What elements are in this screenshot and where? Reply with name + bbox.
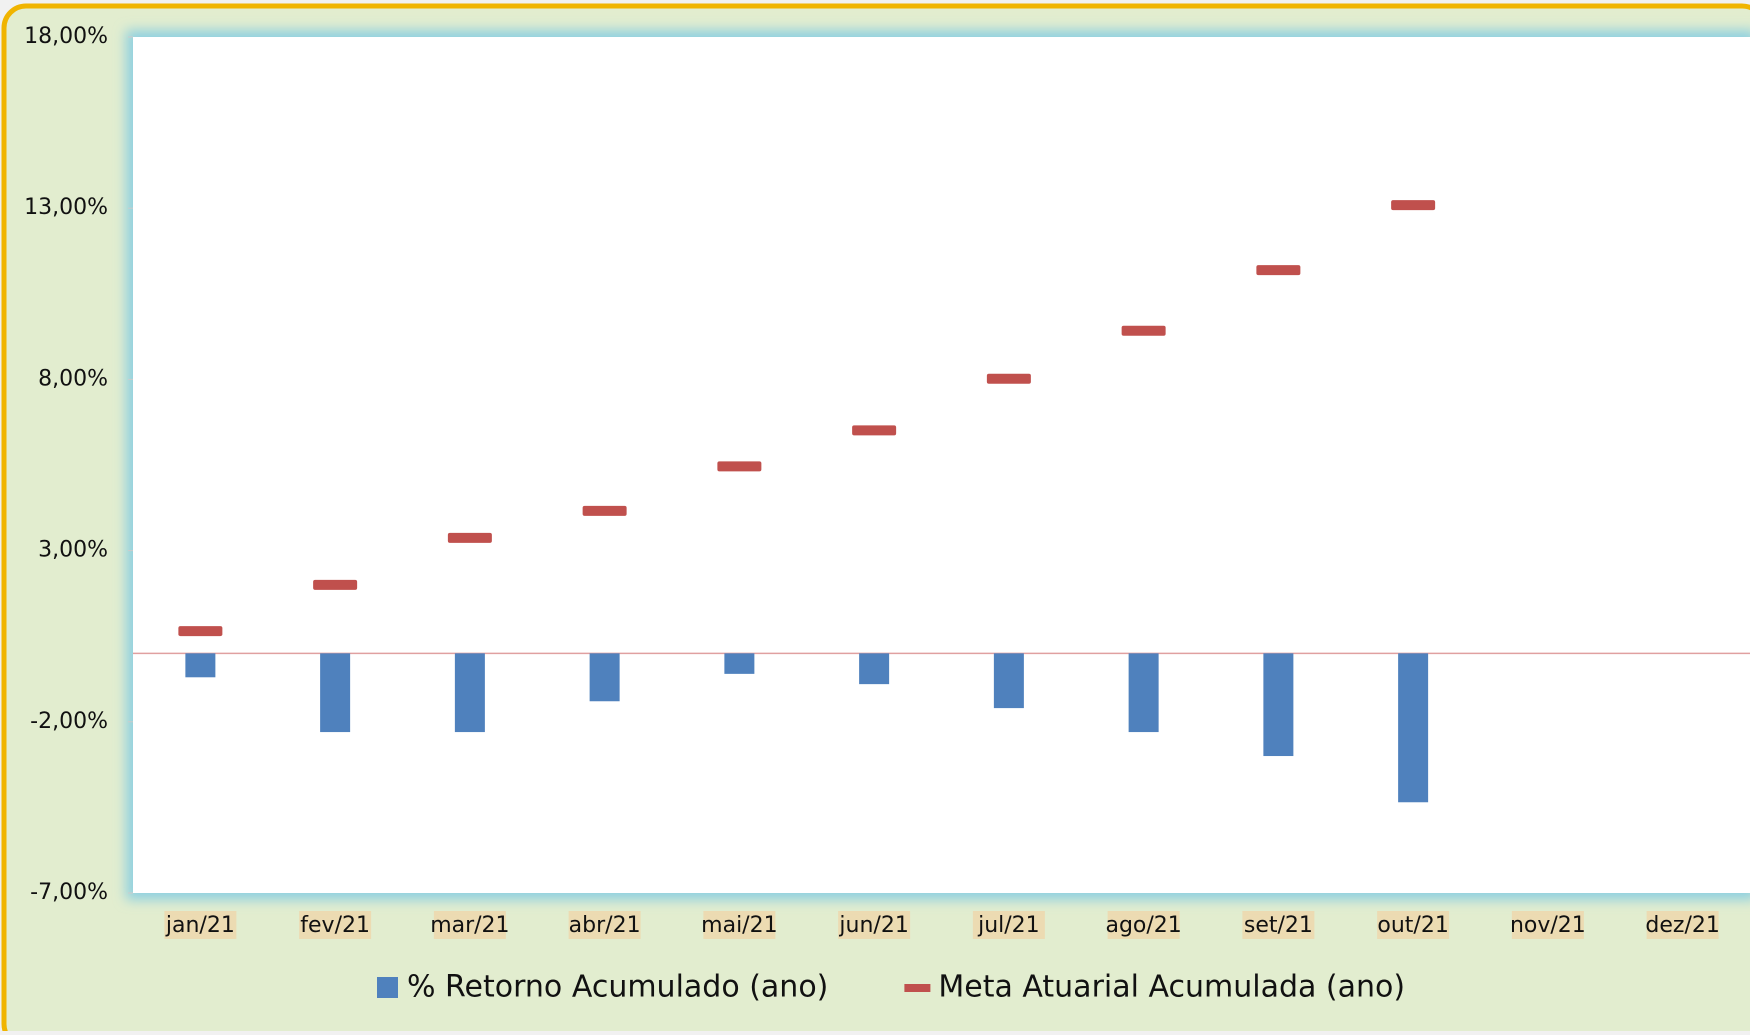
- dash-marker: [1121, 325, 1166, 336]
- bar: [993, 653, 1024, 709]
- y-tick-label: 8,00%: [38, 366, 108, 391]
- bar: [185, 653, 216, 678]
- label-highlight: [164, 911, 237, 939]
- bar: [1128, 653, 1159, 733]
- bar: [589, 653, 620, 702]
- label-highlight: [1646, 911, 1719, 939]
- x-tick-label: fev/21: [300, 913, 370, 938]
- y-tick-label: -7,00%: [30, 880, 108, 905]
- y-tick-label: 3,00%: [38, 538, 108, 563]
- dash-marker: [1391, 200, 1436, 211]
- x-tick-label: mai/21: [701, 913, 777, 938]
- dash-marker: [717, 461, 762, 472]
- legend-label: % Retorno Acumulado (ano): [407, 970, 828, 1005]
- x-tick-label: out/21: [1377, 913, 1448, 938]
- bar: [724, 653, 755, 674]
- y-tick-label: -2,00%: [30, 709, 108, 734]
- label-highlight: [838, 911, 911, 939]
- x-tick-label: jul/21: [977, 913, 1040, 938]
- label-highlight: [433, 911, 506, 939]
- label-highlight: [1377, 911, 1450, 939]
- x-tick-label: dez/21: [1645, 913, 1719, 938]
- x-tick-label: mar/21: [430, 913, 509, 938]
- dash-marker: [447, 532, 492, 543]
- label-highlight: [568, 911, 641, 939]
- dash-marker: [852, 425, 897, 436]
- label-highlight: [1242, 911, 1315, 939]
- bar: [320, 653, 351, 733]
- x-tick-label: set/21: [1244, 913, 1313, 938]
- label-highlight: [299, 911, 372, 939]
- x-tick-label: jan/21: [165, 913, 235, 938]
- legend-swatch: [377, 977, 398, 998]
- legend-swatch: [904, 984, 931, 992]
- legend-label: Meta Atuarial Acumulada (ano): [938, 970, 1405, 1005]
- x-tick-label: abr/21: [569, 913, 641, 938]
- bar: [454, 653, 485, 733]
- label-highlight: [703, 911, 776, 939]
- x-tick-label: jun/21: [838, 913, 908, 938]
- x-tick-label: nov/21: [1510, 913, 1586, 938]
- label-highlight: [972, 911, 1045, 939]
- y-tick-label: 13,00%: [24, 195, 108, 220]
- bar: [1398, 653, 1429, 803]
- dash-marker: [582, 505, 627, 516]
- dash-marker: [986, 373, 1031, 384]
- y-tick-label: 18,00%: [24, 24, 108, 49]
- label-highlight: [1511, 911, 1584, 939]
- dash-marker: [1256, 265, 1301, 276]
- bar: [859, 653, 890, 685]
- dash-marker: [178, 626, 223, 637]
- bar: [1263, 653, 1294, 757]
- x-tick-label: ago/21: [1105, 913, 1181, 938]
- plot-area: [133, 37, 1750, 893]
- dash-marker: [313, 579, 358, 590]
- label-highlight: [1107, 911, 1180, 939]
